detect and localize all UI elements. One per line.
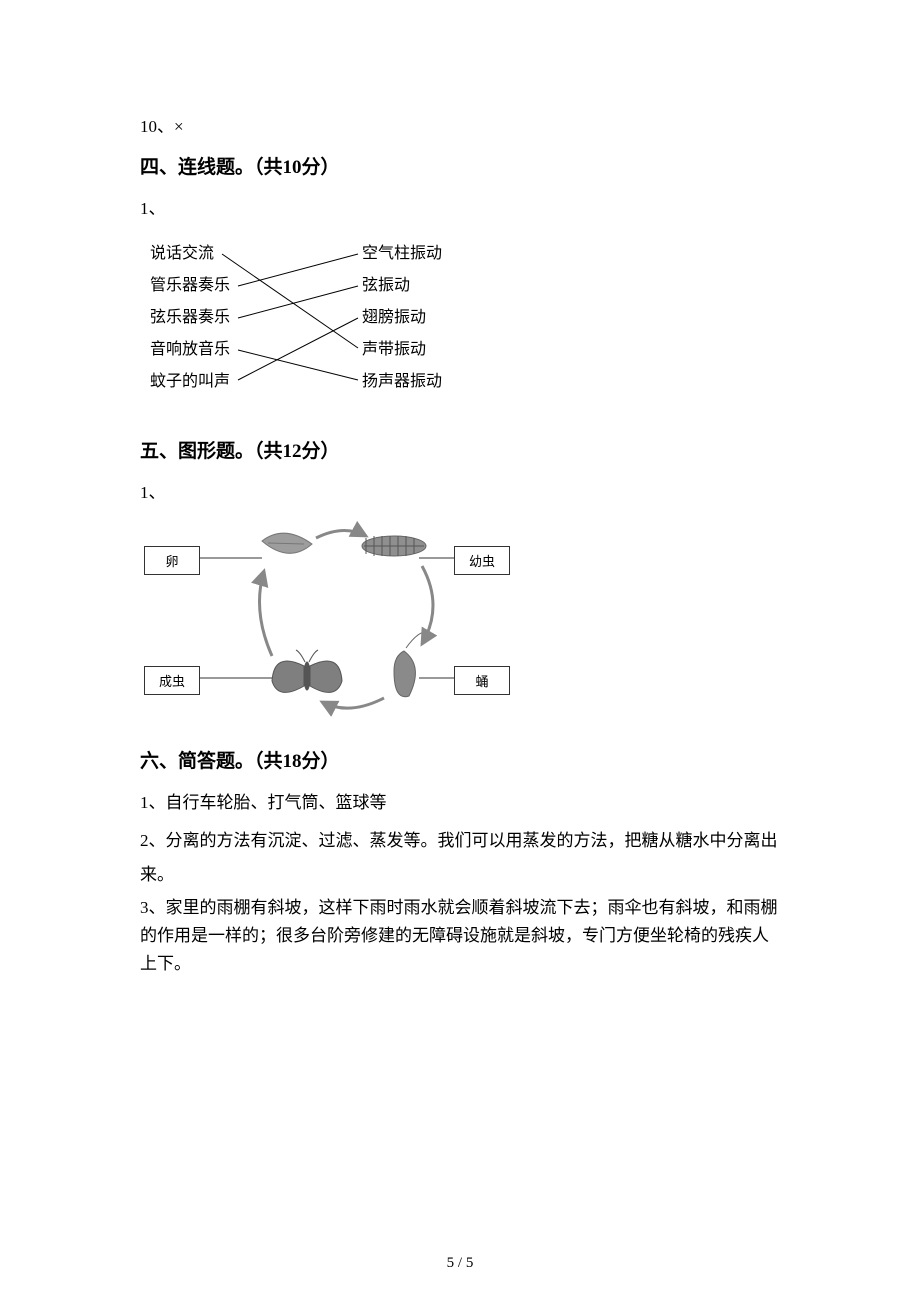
match-right-0: 空气柱振动: [362, 244, 442, 262]
match-right-4: 扬声器振动: [362, 372, 442, 390]
match-left-2: 弦乐器奏乐: [150, 308, 230, 326]
match-right-1: 弦振动: [362, 276, 410, 294]
page-number: 5 / 5: [0, 1255, 920, 1272]
lifecycle-diagram: 卵 幼虫 蛹 成虫: [144, 516, 504, 726]
section-6-title: 六、简答题。（共18分）: [140, 744, 780, 780]
matching-diagram: 说话交流 管乐器奏乐 弦乐器奏乐 音响放音乐 蚊子的叫声 空气柱振动 弦振动 翅…: [140, 230, 480, 420]
section-4-q1-num: 1、: [140, 192, 780, 226]
section-6-a3: 3、家里的雨棚有斜坡，这样下雨时雨水就会顺着斜坡流下去；雨伞也有斜坡，和雨棚的作…: [140, 894, 780, 978]
answer-10: 10、×: [140, 110, 780, 144]
match-right-2: 翅膀振动: [362, 308, 426, 326]
section-5-title: 五、图形题。（共12分）: [140, 434, 780, 470]
section-5-q1-num: 1、: [140, 476, 780, 510]
match-left-1: 管乐器奏乐: [150, 276, 230, 294]
section-4-title: 四、连线题。（共10分）: [140, 150, 780, 186]
match-left-4: 蚊子的叫声: [150, 372, 230, 390]
match-right-3: 声带振动: [362, 340, 426, 358]
match-left-3: 音响放音乐: [150, 340, 230, 358]
lifecycle-cycle: [244, 516, 444, 726]
match-left-0: 说话交流: [150, 244, 214, 262]
section-6-a1: 1、自行车轮胎、打气筒、篮球等: [140, 786, 780, 820]
section-6-a2: 2、分离的方法有沉淀、过滤、蒸发等。我们可以用蒸发的方法，把糖从糖水中分离出来。: [140, 824, 780, 892]
